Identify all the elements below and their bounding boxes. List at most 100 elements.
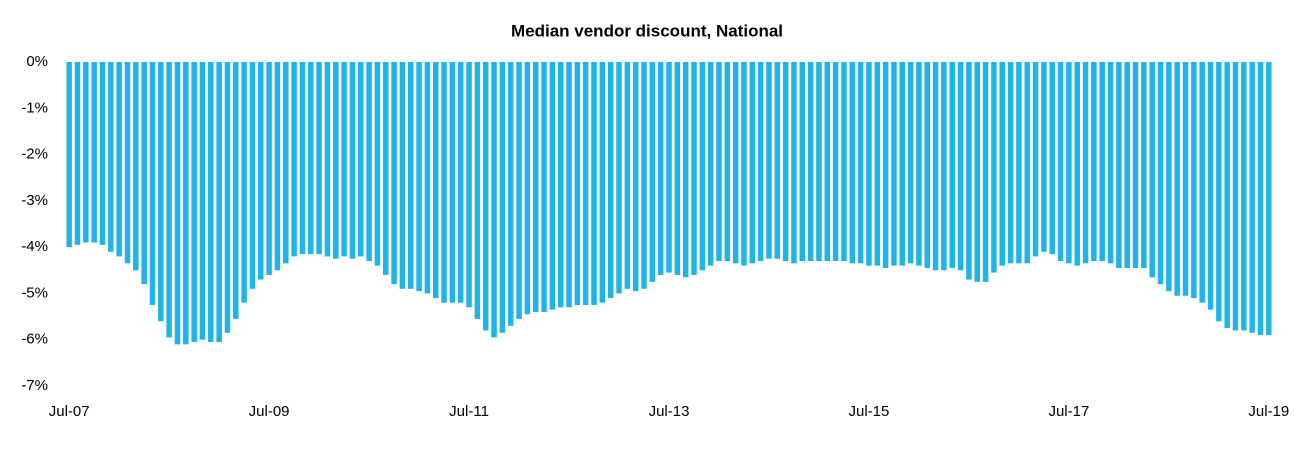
x-tick-label: Jul-15 (849, 403, 890, 420)
bar (149, 62, 156, 305)
bar (724, 62, 731, 262)
bar (482, 62, 489, 331)
bar (91, 62, 97, 243)
bar (1066, 62, 1072, 264)
bar (324, 62, 331, 257)
bar (1032, 62, 1039, 257)
bar (891, 62, 897, 266)
bar (1041, 62, 1047, 252)
bar (341, 62, 347, 257)
bar (308, 62, 314, 255)
bar (158, 62, 164, 322)
bar (857, 62, 864, 264)
bar (249, 62, 256, 289)
bar (266, 62, 272, 275)
bar (557, 62, 564, 308)
bar (382, 62, 389, 275)
bar (199, 62, 206, 340)
bar (524, 62, 531, 315)
bar (1007, 62, 1014, 264)
bar (116, 62, 122, 257)
bar (491, 62, 497, 338)
bar (1157, 62, 1164, 285)
bar (333, 62, 339, 259)
bar (1257, 62, 1264, 336)
bar (899, 62, 906, 266)
bar (366, 62, 372, 262)
bar (924, 62, 931, 268)
bar (582, 62, 589, 305)
bar (191, 62, 197, 343)
bar (824, 62, 831, 262)
bar (74, 62, 81, 245)
bar (1224, 62, 1230, 329)
bar (416, 62, 422, 292)
bar (974, 62, 980, 282)
bar (916, 62, 922, 266)
bar (183, 62, 189, 345)
bar (624, 62, 631, 289)
bar (1082, 62, 1089, 264)
bar (291, 62, 297, 257)
bar (316, 62, 322, 255)
bar (699, 62, 706, 271)
x-tick-label: Jul-11 (449, 403, 489, 420)
x-tick-label: Jul-09 (249, 403, 290, 420)
x-tick-label: Jul-07 (49, 403, 90, 420)
y-tick-label: 0% (26, 53, 48, 70)
y-tick-label: -5% (21, 284, 48, 301)
bar (99, 62, 106, 245)
bar (616, 62, 622, 294)
bar (1249, 62, 1255, 333)
y-tick-label: -1% (21, 99, 48, 116)
bar (407, 62, 414, 289)
bar (358, 62, 364, 257)
bar (1016, 62, 1022, 264)
bar (133, 62, 139, 271)
bar (1166, 62, 1172, 292)
bar (1266, 62, 1272, 336)
bar (208, 62, 214, 343)
bar (1091, 62, 1097, 262)
bar (1216, 62, 1222, 322)
bar (574, 62, 581, 305)
chart-title: Median vendor discount, National (511, 21, 783, 40)
bar (682, 62, 689, 278)
bar (1232, 62, 1239, 331)
bar (233, 62, 239, 319)
x-tick-label: Jul-17 (1048, 403, 1089, 420)
bar (1207, 62, 1214, 310)
bar (1049, 62, 1055, 255)
bar (716, 62, 722, 262)
bar (124, 62, 131, 264)
bar (424, 62, 431, 294)
bar (141, 62, 147, 285)
bar (1199, 62, 1205, 303)
bar (241, 62, 247, 303)
bar (541, 62, 547, 312)
bar (1241, 62, 1247, 331)
bar (83, 62, 89, 243)
bar (391, 62, 397, 285)
bar (774, 62, 781, 259)
bar (566, 62, 572, 308)
bar (807, 62, 814, 262)
bar (599, 62, 606, 303)
bar (691, 62, 697, 275)
bar (349, 62, 356, 259)
bar (457, 62, 464, 303)
bar (791, 62, 797, 264)
bar (866, 62, 872, 266)
bar (516, 62, 522, 319)
bar (832, 62, 839, 262)
bar (1182, 62, 1189, 296)
bar (1116, 62, 1122, 268)
bar (799, 62, 806, 262)
bar (849, 62, 856, 264)
bar (1141, 62, 1147, 268)
bar (741, 62, 747, 266)
x-tick-label: Jul-19 (1248, 403, 1289, 420)
bar (66, 62, 72, 248)
bar (632, 62, 639, 292)
